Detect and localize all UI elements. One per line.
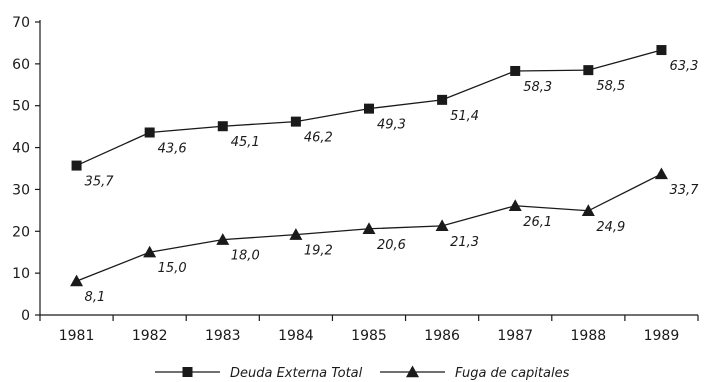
series-group: 35,7 43,6 45,1 46,2 49,3 51,4 58,3 58,5 63,3 8,1 1… bbox=[70, 45, 699, 305]
data-point bbox=[143, 245, 157, 258]
x-tick-label: 1982 bbox=[132, 328, 168, 344]
legend-marker bbox=[406, 365, 419, 378]
data-point bbox=[437, 94, 448, 105]
data-label: 63,3 bbox=[669, 59, 698, 74]
data-point bbox=[364, 103, 374, 114]
data-point bbox=[654, 167, 668, 180]
x-tick-label: 1987 bbox=[497, 328, 533, 344]
data-label: 45,1 bbox=[231, 135, 260, 150]
legend-marker bbox=[182, 367, 193, 377]
data-label: 19,2 bbox=[304, 244, 333, 259]
legend-label: Deuda Externa Total bbox=[230, 366, 363, 381]
data-label: 26,1 bbox=[523, 215, 552, 230]
y-tick-label: 70 bbox=[12, 15, 30, 31]
data-label: 51,4 bbox=[450, 109, 479, 124]
x-tick-label: 1986 bbox=[424, 328, 460, 344]
y-tick-label: 30 bbox=[12, 182, 30, 198]
data-label: 18,0 bbox=[231, 249, 260, 264]
data-label: 21,3 bbox=[450, 235, 479, 250]
data-point bbox=[217, 121, 228, 132]
legend-label: Fuga de capitales bbox=[455, 366, 570, 381]
data-label: 49,3 bbox=[377, 118, 406, 133]
legend: Deuda Externa Total Fuga de capitales bbox=[155, 365, 570, 381]
data-label: 46,2 bbox=[304, 131, 333, 146]
data-point bbox=[508, 199, 522, 211]
y-tick-label: 50 bbox=[12, 99, 30, 115]
x-tick-label: 1981 bbox=[59, 328, 95, 344]
x-tick-label: 1983 bbox=[205, 328, 241, 344]
series-triangle: 8,1 15,0 18,0 19,2 20,6 21,3 26,1 24,9 33,7 bbox=[70, 167, 699, 305]
data-label: 33,7 bbox=[669, 183, 699, 198]
x-tick-label: 1988 bbox=[571, 328, 607, 344]
data-label: 43,6 bbox=[158, 142, 187, 157]
data-label: 15,0 bbox=[158, 261, 187, 276]
y-tick-label: 40 bbox=[12, 141, 30, 157]
data-label: 20,6 bbox=[377, 238, 406, 253]
legend-item: Deuda Externa Total bbox=[155, 366, 363, 381]
data-label: 8,1 bbox=[85, 290, 106, 305]
data-point bbox=[290, 116, 301, 127]
data-label: 24,9 bbox=[596, 220, 625, 235]
data-point bbox=[144, 127, 155, 138]
x-tick-label: 1984 bbox=[278, 328, 314, 344]
y-tick-label: 10 bbox=[12, 266, 30, 282]
y-tick-label: 60 bbox=[12, 57, 30, 73]
x-tick-label: 1985 bbox=[351, 328, 387, 344]
data-label: 58,5 bbox=[596, 79, 625, 94]
data-point bbox=[216, 233, 230, 245]
legend-item: Fuga de capitales bbox=[380, 365, 570, 381]
data-label: 58,3 bbox=[523, 80, 552, 95]
data-point bbox=[656, 45, 667, 56]
data-point bbox=[581, 204, 595, 216]
series-square: 35,7 43,6 45,1 46,2 49,3 51,4 58,3 58,5 63,3 bbox=[71, 45, 698, 190]
data-point bbox=[71, 160, 82, 171]
axes: 0 10 20 30 40 50 60 70 1981 1982 1983 1984 1985 1986 1… bbox=[12, 15, 699, 344]
y-tick-label: 20 bbox=[12, 224, 30, 240]
data-point bbox=[70, 274, 84, 287]
data-point bbox=[435, 219, 449, 232]
data-point bbox=[362, 222, 376, 234]
data-point bbox=[583, 65, 594, 76]
data-point bbox=[510, 65, 521, 76]
y-tick-label: 0 bbox=[21, 308, 30, 324]
x-tick-label: 1989 bbox=[644, 328, 680, 344]
data-label: 35,7 bbox=[85, 175, 115, 190]
data-point bbox=[289, 228, 303, 240]
